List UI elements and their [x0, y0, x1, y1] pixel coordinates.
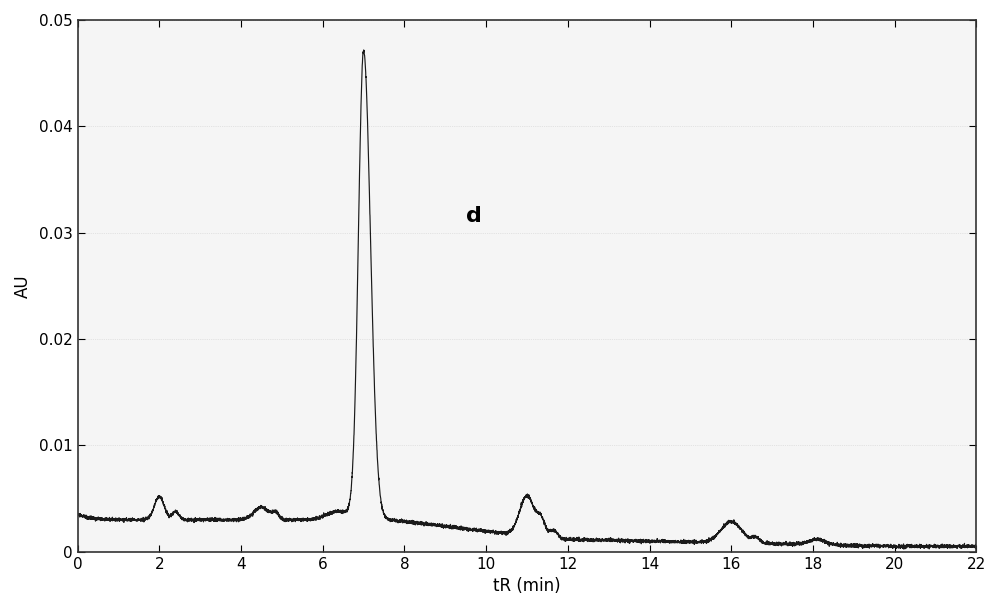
X-axis label: tR (min): tR (min) — [493, 577, 561, 595]
Y-axis label: AU: AU — [14, 274, 32, 298]
Text: d: d — [466, 206, 482, 226]
